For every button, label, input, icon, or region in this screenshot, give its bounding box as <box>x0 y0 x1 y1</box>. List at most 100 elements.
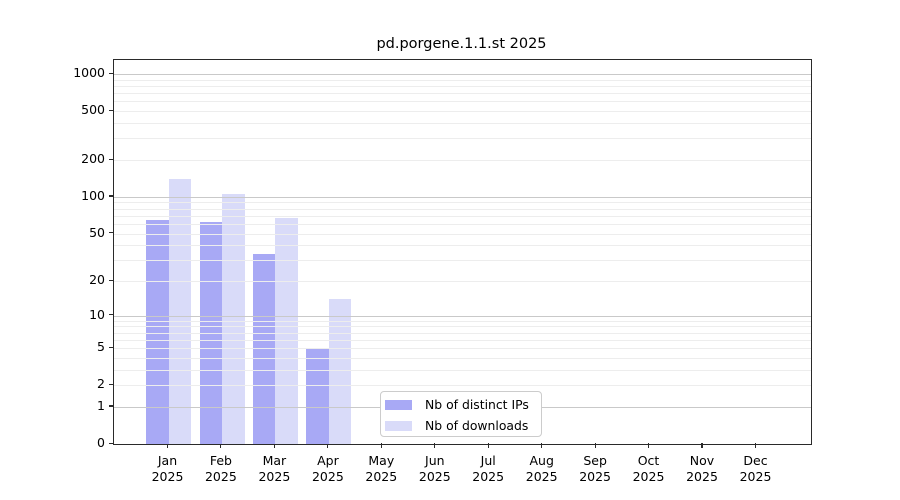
y-tick-label: 100 <box>81 187 105 203</box>
y-tick-label: 50 <box>89 224 105 240</box>
x-tick-year: 2025 <box>418 469 451 484</box>
x-tick-year: 2025 <box>739 469 772 484</box>
y-tick-label: 1000 <box>73 65 105 80</box>
x-tick-label: May 2025 <box>349 453 413 485</box>
y-tick-label: 500 <box>81 102 105 118</box>
x-tick-label: Dec 2025 <box>724 453 788 485</box>
x-tick-month: Feb <box>209 453 232 468</box>
y-tick-label: 10 <box>89 306 105 322</box>
y-tick <box>108 232 113 234</box>
y-tick <box>108 346 113 348</box>
bar-downloads-apr <box>328 299 352 444</box>
gridline-minor <box>114 138 811 140</box>
gridline-minor <box>114 101 811 103</box>
x-tick-year: 2025 <box>525 469 558 484</box>
x-tick-year: 2025 <box>311 469 344 484</box>
x-tick <box>327 443 329 448</box>
x-tick-year: 2025 <box>686 469 718 484</box>
x-tick-year: 2025 <box>204 469 237 484</box>
x-tick-month: Oct <box>637 453 660 468</box>
y-tick <box>108 279 113 281</box>
gridline-minor <box>114 123 811 124</box>
gridline-minor <box>114 208 811 210</box>
x-tick-year: 2025 <box>258 469 291 484</box>
x-tick-label: Mar 2025 <box>242 453 306 485</box>
x-tick-label: Jan 2025 <box>136 453 200 485</box>
x-tick <box>647 443 650 448</box>
bar-distinct-ips-apr <box>306 348 329 444</box>
x-tick <box>380 443 382 448</box>
gridline-minor <box>114 111 811 113</box>
x-tick <box>166 443 169 448</box>
x-tick <box>594 443 596 448</box>
x-tick-month: May <box>368 453 395 468</box>
bar-downloads-mar <box>275 218 298 444</box>
bar-distinct-ips-jan <box>146 219 169 444</box>
x-tick-month: Apr <box>317 453 339 468</box>
y-tick <box>108 383 113 385</box>
y-tick <box>108 405 113 407</box>
gridline-minor <box>114 160 811 161</box>
x-tick-year: 2025 <box>579 469 611 484</box>
y-tick <box>108 314 113 316</box>
plot-area: Nb of distinct IPs Nb of downloads <box>113 59 812 445</box>
x-tick-year: 2025 <box>632 469 665 484</box>
x-tick-label: Sep 2025 <box>563 453 627 485</box>
y-tick <box>108 109 113 111</box>
x-tick-month: Aug <box>529 453 554 468</box>
x-tick-month: Jun <box>425 453 445 468</box>
legend-label-distinct-ips: Nb of distinct IPs <box>425 397 529 412</box>
x-tick <box>220 443 222 448</box>
chart-title: pd.porgene.1.1.st 2025 <box>376 36 547 52</box>
bar-downloads-jan <box>168 179 191 444</box>
gridline-minor <box>114 215 811 217</box>
x-tick-label: Nov 2025 <box>670 453 734 485</box>
gridline-major <box>114 74 811 75</box>
x-tick-label: Feb 2025 <box>189 453 253 485</box>
x-tick-year: 2025 <box>365 469 398 484</box>
gridline-minor <box>114 79 811 81</box>
x-tick-month: Mar <box>262 453 287 468</box>
y-tick-label: 5 <box>97 339 105 355</box>
x-tick-label: Jul 2025 <box>456 453 520 485</box>
gridline-minor <box>114 86 811 87</box>
legend-swatch-downloads <box>385 420 412 431</box>
x-tick-month: Sep <box>583 453 607 468</box>
y-tick-label: 0 <box>97 435 105 450</box>
x-tick-year: 2025 <box>472 469 505 484</box>
x-tick <box>273 443 275 448</box>
legend-label-downloads: Nb of downloads <box>425 418 529 433</box>
x-tick-month: Nov <box>689 453 715 468</box>
x-tick-label: Aug 2025 <box>510 453 574 485</box>
y-tick <box>108 442 113 444</box>
y-tick <box>108 72 113 74</box>
y-tick-label: 200 <box>81 151 105 166</box>
gridline-major <box>114 196 811 198</box>
x-tick <box>701 443 703 448</box>
x-tick <box>434 443 436 448</box>
y-tick <box>108 158 113 160</box>
bar-distinct-ips-feb <box>199 222 222 444</box>
y-tick-label: 1 <box>97 397 105 413</box>
x-tick-label: Jun 2025 <box>403 453 467 485</box>
bar-downloads-feb <box>222 194 245 444</box>
legend: Nb of distinct IPs Nb of downloads <box>380 391 542 437</box>
legend-swatch-distinct-ips <box>385 399 412 410</box>
legend-item-downloads: Nb of downloads <box>385 415 541 436</box>
x-tick <box>487 443 489 448</box>
legend-item-distinct-ips: Nb of distinct IPs <box>385 394 541 415</box>
y-tick-label: 2 <box>97 376 105 392</box>
x-tick-label: Oct 2025 <box>617 453 681 485</box>
gridline-minor <box>114 93 811 95</box>
x-tick-month: Jan <box>157 453 178 468</box>
x-tick-label: Apr 2025 <box>296 453 360 485</box>
x-tick <box>754 443 757 448</box>
x-tick-month: Jul <box>480 453 496 468</box>
x-tick <box>541 443 543 448</box>
x-tick-year: 2025 <box>151 469 184 484</box>
gridline-minor <box>114 202 811 204</box>
y-tick-label: 20 <box>89 272 105 287</box>
y-tick <box>108 195 113 197</box>
x-tick-month: Dec <box>743 453 768 468</box>
